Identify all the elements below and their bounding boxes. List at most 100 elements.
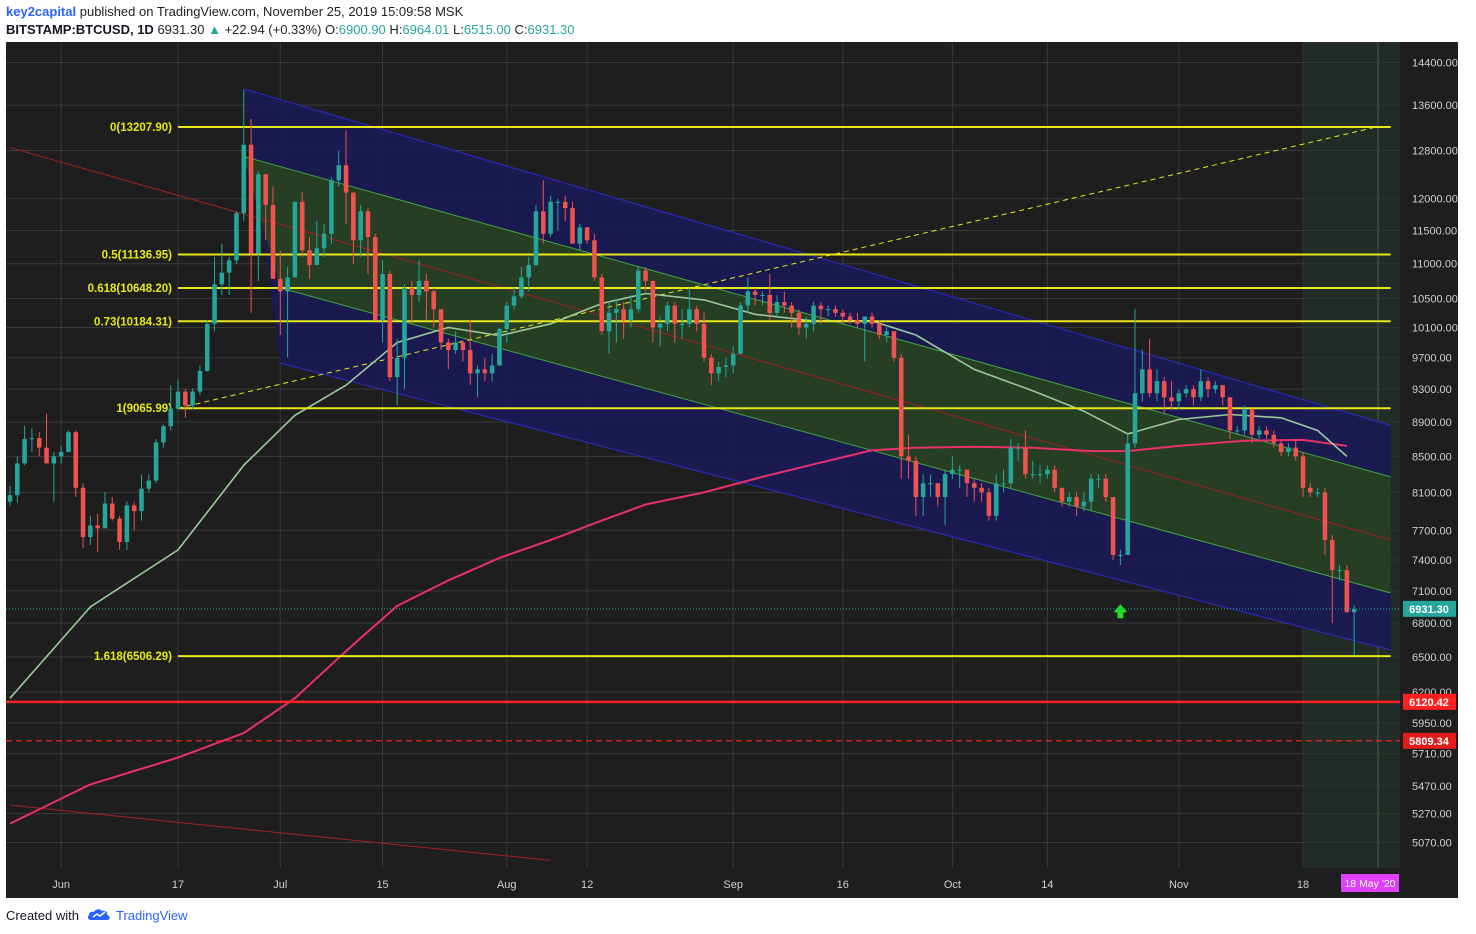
y-tick-label: 5470.00: [1412, 781, 1452, 793]
publish-info: key2capital published on TradingView.com…: [6, 4, 463, 19]
candle-body: [635, 270, 641, 310]
candle-body: [102, 503, 108, 529]
candle-body: [657, 323, 663, 328]
candle-body: [73, 432, 79, 488]
x-tick-label: 15: [376, 879, 388, 891]
published-text: published on TradingView.com, November 2…: [79, 4, 464, 19]
inner-channel-edge: [280, 287, 1391, 594]
candle-body: [928, 483, 933, 485]
candle-body: [241, 144, 247, 214]
candle-body: [614, 309, 619, 313]
candle-body: [234, 213, 239, 261]
candle-body: [80, 487, 86, 538]
candle-body: [1256, 430, 1262, 435]
candle-body: [1315, 492, 1320, 494]
candle-body: [869, 316, 875, 324]
y-tick-label: 11500.00: [1412, 226, 1457, 238]
ma50-line: [9, 292, 1348, 699]
inner-channel-edge: [243, 155, 1391, 478]
candle-body: [29, 438, 35, 440]
candle-body: [51, 456, 57, 464]
candle-body: [424, 280, 429, 292]
candle-body: [446, 342, 451, 351]
candle-body: [562, 201, 568, 209]
y-tick-label: 12800.00: [1412, 145, 1458, 157]
candle-body: [321, 233, 327, 249]
outer-channel-edge: [243, 88, 1391, 426]
candle-body: [139, 488, 144, 512]
support-badge-text: 6120.42: [1409, 697, 1449, 709]
candle-body: [555, 201, 561, 203]
candle-body: [431, 291, 436, 310]
candle-body: [760, 294, 765, 296]
candle-body: [219, 272, 225, 285]
candle-body: [358, 211, 363, 241]
candle-body: [533, 211, 539, 266]
annotations: [6, 604, 1400, 619]
candle-body: [146, 480, 152, 489]
candle-body: [957, 469, 962, 471]
y-tick-label: 9700.00: [1412, 353, 1452, 365]
x-tick-label: 16: [837, 879, 849, 891]
y-tick-label: 7400.00: [1412, 555, 1452, 567]
price-chart[interactable]: 0(13207.90) 0.5(11136.95) 0.618(10648.20) 0…: [6, 42, 1458, 898]
candle-body: [1110, 497, 1116, 555]
candle-body: [825, 309, 831, 311]
candle-body: [730, 353, 736, 366]
change-up-icon: ▲: [208, 22, 221, 37]
candle-body: [1220, 385, 1225, 398]
candle-body: [117, 518, 122, 542]
candle-body: [1074, 497, 1079, 507]
candle-body: [58, 452, 64, 457]
fib-level-label: 1(9065.99): [116, 403, 172, 415]
long-trend-line: [9, 804, 551, 861]
y-tick-label: 5270.00: [1412, 809, 1452, 821]
candle-body: [1118, 554, 1123, 556]
candle-body: [124, 505, 130, 542]
candle-body: [314, 248, 320, 266]
date-badge-bg: [1341, 874, 1399, 892]
candle-body: [1329, 540, 1335, 571]
candle-body: [1052, 469, 1057, 488]
candle-body: [672, 305, 678, 324]
candle-body: [628, 309, 634, 321]
candle-body: [438, 309, 444, 343]
candle-body: [650, 280, 656, 328]
x-tick-label: 18: [1297, 879, 1309, 891]
candle-body: [1191, 389, 1196, 398]
price-axis[interactable]: [1400, 42, 1458, 898]
y-tick-label: 5070.00: [1412, 838, 1452, 850]
last-price-badge-text: 6931.30: [1409, 604, 1449, 616]
candle-body: [489, 365, 495, 374]
candle-body: [1088, 478, 1094, 502]
candle-body: [504, 305, 510, 329]
fib-level-label: 0.73(10184.31): [94, 316, 172, 328]
candle-body: [380, 273, 385, 321]
candle-body: [796, 312, 802, 328]
candle-body: [7, 495, 13, 502]
candle-body: [548, 201, 553, 234]
candle-body: [877, 323, 882, 335]
x-tick-label: Sep: [723, 879, 743, 891]
trend-lines: [9, 126, 1377, 861]
created-with-text: Created with: [6, 908, 79, 923]
candle-body: [1154, 381, 1160, 394]
support-levels: [6, 700, 1400, 742]
candle-body: [460, 342, 466, 351]
candle-body: [183, 391, 188, 406]
candle-body: [1023, 447, 1028, 475]
tradingview-brand[interactable]: TradingView: [116, 908, 188, 923]
candle-body: [1293, 447, 1298, 457]
candle-body: [1103, 478, 1109, 498]
candle-body: [329, 180, 334, 234]
candle-body: [519, 277, 524, 297]
y-tick-label: 14400.00: [1412, 57, 1458, 69]
candle-body: [285, 277, 290, 292]
candle-body: [204, 323, 210, 371]
publisher-name[interactable]: key2capital: [6, 4, 77, 19]
candle-body: [972, 483, 977, 488]
ohlc-legend: BITSTAMP:BTCUSD, 1D 6931.30 ▲ +22.94 (+0…: [6, 22, 575, 37]
x-tick-label: Oct: [944, 879, 961, 891]
candle-body: [351, 192, 356, 241]
candle-body: [716, 367, 721, 374]
